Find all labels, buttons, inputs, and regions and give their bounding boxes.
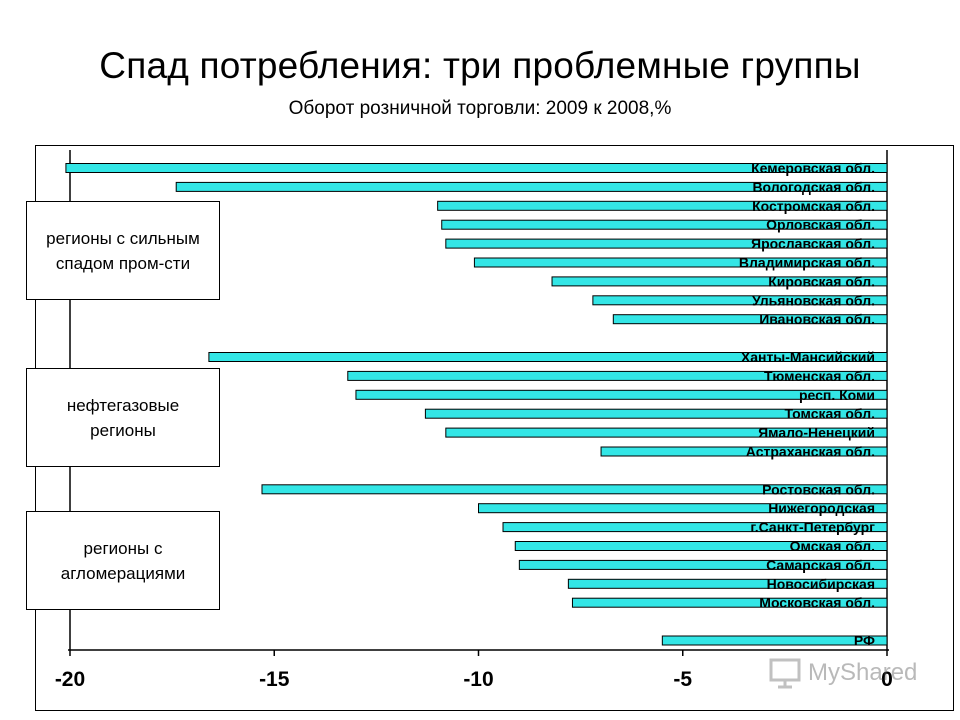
bar xyxy=(600,446,888,457)
category-label: Орловская обл. xyxy=(766,217,875,233)
category-label: Владимирская обл. xyxy=(739,255,875,271)
category-label: Новосибирская xyxy=(767,576,875,592)
x-tick-label: -15 xyxy=(259,668,290,691)
group-label-line: регионы xyxy=(90,420,156,440)
chart-subtitle: Оборот розничной торговли: 2009 к 2008,% xyxy=(288,98,672,119)
category-label: Кемеровская обл. xyxy=(751,160,875,176)
x-tick-label: 0 xyxy=(881,668,893,691)
x-tick-label: -20 xyxy=(55,668,85,691)
category-label: г.Санкт-Петербург xyxy=(750,519,875,535)
category-label: Томская обл. xyxy=(785,406,875,422)
category-label: респ. Коми xyxy=(799,387,875,403)
bar xyxy=(208,352,888,362)
category-label: Тюменская обл. xyxy=(764,368,875,384)
bar xyxy=(514,541,888,551)
watermark: MyShared xyxy=(768,655,917,691)
group-label-industrial: регионы с сильным спадом пром-сти xyxy=(26,201,220,300)
category-label: Ивановская обл. xyxy=(759,311,875,327)
bar xyxy=(445,427,888,438)
category-label: Самарская обл. xyxy=(766,557,875,573)
bar xyxy=(441,219,888,230)
group-label-line: нефтегазовые xyxy=(66,395,180,415)
category-label: Ростовская обл. xyxy=(762,481,875,497)
group-label-line: агломерациями xyxy=(60,563,186,583)
category-label: Костромская обл. xyxy=(752,198,875,214)
group-label-line: спадом пром-сти xyxy=(55,253,191,273)
watermark-text: MyShared xyxy=(808,659,918,686)
group-label-line: регионы с сильным xyxy=(46,228,200,248)
bar xyxy=(445,238,888,249)
bar xyxy=(592,295,888,306)
category-label: Ульяновская обл. xyxy=(752,292,875,308)
bar xyxy=(571,597,888,608)
bar xyxy=(567,578,888,589)
bar xyxy=(261,484,888,495)
presentation-icon xyxy=(769,658,801,689)
bar xyxy=(347,370,888,381)
bar xyxy=(473,257,888,268)
category-label: Ханты-Мансийский xyxy=(741,349,875,365)
bar xyxy=(551,276,888,287)
bar xyxy=(612,314,888,325)
group-label-line: регионы с xyxy=(83,538,163,558)
bar xyxy=(502,522,888,533)
bar xyxy=(437,200,888,211)
category-label: Нижегородская xyxy=(768,500,875,516)
chart-title: Спад потребления: три проблемные группы xyxy=(99,45,861,86)
category-label: Московская обл. xyxy=(759,595,875,611)
category-label: Ярославская обл. xyxy=(751,236,875,252)
category-label: РФ xyxy=(854,633,875,649)
category-label: Ямало-Ненецкий xyxy=(758,425,875,441)
bar xyxy=(478,503,888,514)
group-label-oil-gas: нефтегазовые регионы xyxy=(26,368,220,467)
x-tick-label: -5 xyxy=(673,668,692,691)
bar xyxy=(175,181,888,192)
category-label: Омская обл. xyxy=(790,538,875,554)
bar xyxy=(355,389,888,400)
bar xyxy=(661,635,888,646)
category-label: Вологодская обл. xyxy=(752,179,875,195)
x-tick-label: -10 xyxy=(463,668,493,691)
category-label: Кировская обл. xyxy=(768,273,875,289)
category-label: Астраханская обл. xyxy=(746,444,875,460)
group-label-agglomerations: регионы с агломерациями xyxy=(26,511,220,610)
bar xyxy=(518,559,888,570)
bar xyxy=(424,408,888,419)
bar xyxy=(65,163,888,173)
